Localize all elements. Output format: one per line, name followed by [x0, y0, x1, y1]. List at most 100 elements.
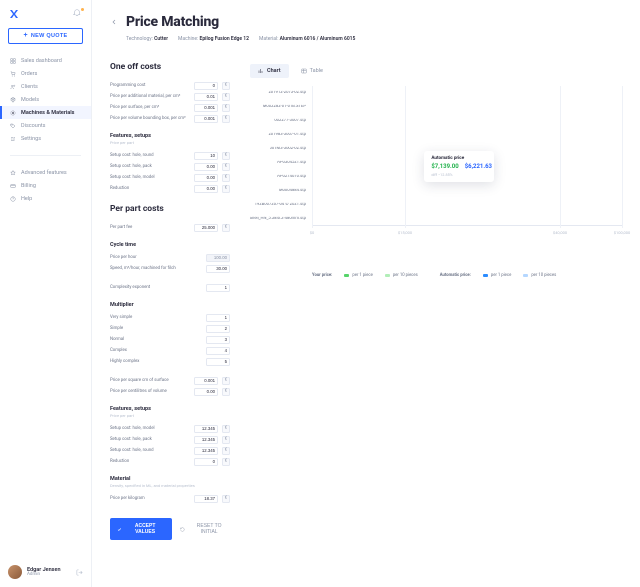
unit-badge: € [222, 388, 230, 396]
chart-legend: Your price: per 1 piece per 10 pieces Au… [250, 273, 622, 278]
unit-badge: € [222, 174, 230, 182]
user-card[interactable]: Edgar Jensen Admin [0, 557, 91, 587]
cost-row: Setup cost: hole, round€ [110, 445, 230, 456]
cost-row: Setup cost: hole, model€ [110, 423, 230, 434]
view-tabs: Chart Table [250, 64, 622, 78]
features-title: Features, setups [110, 133, 230, 139]
price-chart: $0$15,000$40,000$100,000 201912-2073-02.… [250, 86, 622, 251]
cost-input[interactable] [206, 358, 230, 366]
cost-row: Per part fee€ [110, 222, 230, 233]
cost-row: Price per square cm of surface€ [110, 375, 230, 386]
unit-badge: € [222, 458, 230, 466]
back-icon[interactable] [110, 18, 118, 26]
cost-row: Reduction€ [110, 183, 230, 194]
new-quote-button[interactable]: +NEW QUOTE [8, 28, 83, 44]
primary-nav: Sales dashboardOrdersClientsModelsMachin… [0, 50, 91, 149]
unit-badge: € [222, 495, 230, 503]
cost-input[interactable] [194, 163, 218, 171]
chart-row-label: AP0304521.stp [277, 161, 306, 165]
chart-tooltip: Automatic price $7,139.00 $6,221.63 diff… [424, 151, 494, 182]
sidebar-item-clients[interactable]: Clients [0, 80, 91, 93]
sliders-icon [10, 136, 16, 142]
cost-input[interactable] [206, 254, 230, 262]
unit-badge: € [222, 447, 230, 455]
cost-input[interactable] [194, 152, 218, 160]
chart-row-label: 201983-3007-01.stp [268, 133, 306, 137]
sidebar-item-help[interactable]: Help [0, 192, 91, 205]
cost-input[interactable] [194, 93, 218, 101]
cost-input[interactable] [206, 265, 230, 273]
chart-column: Chart Table $0$15,000$40,000$100,000 201… [250, 52, 622, 540]
cost-input[interactable] [194, 388, 218, 396]
tab-chart[interactable]: Chart [250, 64, 289, 78]
bar-chart-icon [258, 68, 264, 74]
sidebar-item-discounts[interactable]: Discounts [0, 119, 91, 132]
cost-input[interactable] [194, 425, 218, 433]
check-icon [117, 527, 122, 532]
unit-badge: € [222, 152, 230, 160]
unit-badge: € [222, 224, 230, 232]
app-logo [8, 8, 20, 20]
cost-input[interactable] [194, 104, 218, 112]
cost-input[interactable] [206, 314, 230, 322]
sidebar-item-advanced-features[interactable]: Advanced features [0, 166, 91, 179]
unit-badge: € [222, 425, 230, 433]
sidebar-item-billing[interactable]: Billing [0, 179, 91, 192]
cost-input[interactable] [194, 377, 218, 385]
notification-icon[interactable] [73, 9, 83, 19]
accept-button[interactable]: ACCEPT VALUES [110, 518, 172, 540]
cost-input[interactable] [194, 458, 218, 466]
logout-icon[interactable] [76, 569, 83, 576]
chart-row-label: 201912-2073-02.stp [268, 91, 306, 95]
cost-row: Price per centilitres of volume€ [110, 386, 230, 397]
sidebar-item-machines-materials[interactable]: Machines & Materials [0, 106, 91, 119]
cost-input[interactable] [194, 174, 218, 182]
unit-badge: € [222, 104, 230, 112]
cycle-title: Cycle time [110, 242, 230, 248]
cost-input[interactable] [206, 325, 230, 333]
unit-badge: € [222, 185, 230, 193]
chart-row-label: Shell_HN_5.38I6.2-480mm.stp [250, 217, 306, 221]
cost-row: Price per additional material, per cm²€ [110, 91, 230, 102]
cost-input[interactable] [194, 447, 218, 455]
cost-input[interactable] [194, 436, 218, 444]
card-icon [10, 183, 16, 189]
users-icon [10, 84, 16, 90]
unit-badge: € [222, 115, 230, 123]
sidebar-item-models[interactable]: Models [0, 93, 91, 106]
per-part-title: Per part costs [110, 204, 230, 214]
chart-row-label: 192B007267-04 © 2021.stp [255, 203, 306, 207]
star-icon [10, 170, 16, 176]
secondary-nav: Advanced featuresBillingHelp [0, 162, 91, 209]
reset-button[interactable]: RESET TO INITIAL [180, 523, 230, 535]
cost-row: Reduction€ [110, 456, 230, 467]
sidebar-item-orders[interactable]: Orders [0, 67, 91, 80]
cost-row: Price per surface, per cm²€ [110, 102, 230, 113]
tab-table[interactable]: Table [293, 64, 331, 78]
chart-row-label: AP0274070.stp [277, 175, 306, 179]
cost-input[interactable] [206, 347, 230, 355]
cost-input[interactable] [194, 82, 218, 90]
cost-row: Setup cost: hole, pack€ [110, 434, 230, 445]
sidebar-item-sales-dashboard[interactable]: Sales dashboard [0, 54, 91, 67]
tag-icon [10, 123, 16, 129]
unit-badge: € [222, 436, 230, 444]
cost-row: Very simple [110, 312, 230, 323]
one-off-title: One off costs [110, 62, 230, 72]
costs-column: One off costs Programming cost€Price per… [110, 52, 230, 540]
help-icon [10, 196, 16, 202]
cost-row: Normal [110, 334, 230, 345]
cost-input[interactable] [194, 224, 218, 232]
reset-icon [180, 527, 185, 532]
cost-row: Price per hour [110, 252, 230, 263]
cost-input[interactable] [194, 185, 218, 193]
cost-row: Price per volume bounding box, per cm³€ [110, 113, 230, 124]
avatar [8, 565, 22, 579]
cost-input[interactable] [206, 336, 230, 344]
breadcrumb: Technology: Cutter Machine: Epilog Fusio… [92, 36, 640, 52]
cost-input[interactable] [194, 495, 218, 503]
complexity-input[interactable] [206, 284, 230, 292]
cost-row: Price per kilogram€ [110, 493, 230, 504]
cost-input[interactable] [194, 115, 218, 123]
sidebar-item-settings[interactable]: Settings [0, 132, 91, 145]
